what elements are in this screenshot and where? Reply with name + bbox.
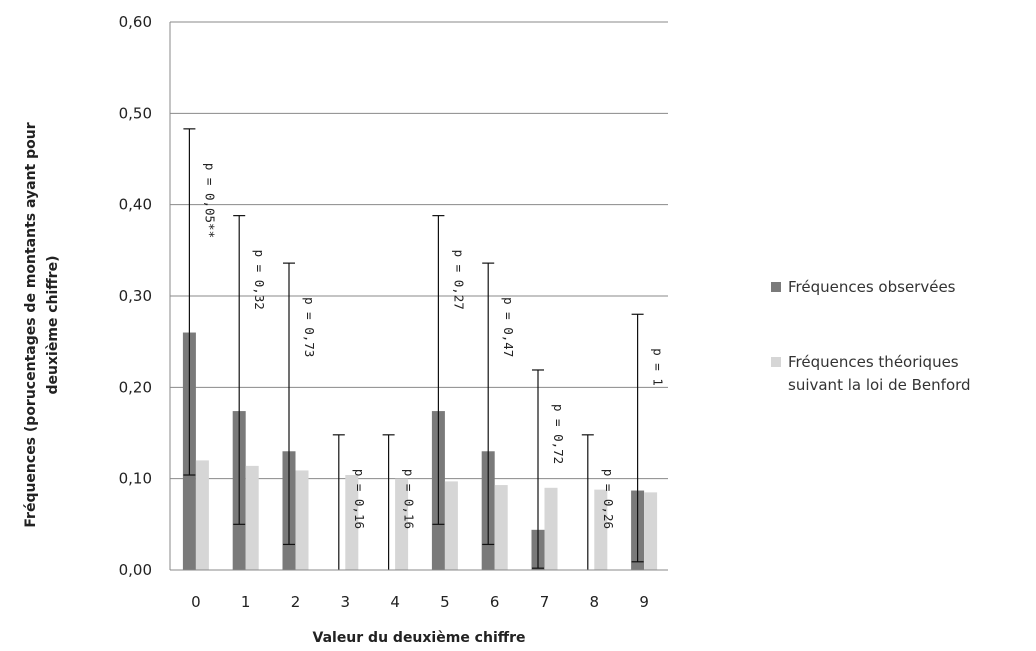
p-value-label-5: p = 0,27 bbox=[451, 250, 466, 310]
y-tick-label: 0,50 bbox=[119, 104, 152, 122]
y-axis-title-line2: deuxième chiffre) bbox=[45, 256, 61, 395]
y-tick-label: 0,30 bbox=[119, 287, 152, 305]
legend-label-theoretical-line2: suivant la loi de Benford bbox=[788, 376, 971, 394]
x-axis-title: Valeur du deuxième chiffre bbox=[313, 630, 526, 646]
p-value-label-3: p = 0,16 bbox=[352, 469, 367, 529]
error-bars bbox=[183, 128, 644, 570]
x-tick-label: 1 bbox=[241, 593, 251, 611]
x-tick-label: 5 bbox=[440, 593, 450, 611]
x-tick-label: 2 bbox=[291, 593, 301, 611]
legend-label-theoretical-line1: Fréquences théoriques bbox=[788, 353, 959, 371]
x-tick-label: 7 bbox=[540, 593, 550, 611]
p-value-label-1: p = 0,32 bbox=[252, 250, 267, 310]
y-tick-label: 0,10 bbox=[119, 470, 152, 488]
bar-theoretical-5 bbox=[444, 481, 458, 570]
bars bbox=[182, 332, 658, 570]
y-axis-title: Fréquences (porucentages de montants aya… bbox=[23, 122, 61, 527]
bar-theoretical-6 bbox=[494, 485, 508, 570]
p-value-label-6: p = 0,47 bbox=[501, 297, 516, 357]
legend-label-observed: Fréquences observées bbox=[788, 278, 956, 296]
legend: Fréquences observées Fréquences théoriqu… bbox=[771, 278, 971, 394]
bar-theoretical-4 bbox=[395, 478, 409, 570]
bar-theoretical-2 bbox=[295, 470, 309, 570]
bar-theoretical-8 bbox=[594, 489, 608, 570]
p-value-label-9: p = 1 bbox=[651, 348, 666, 386]
p-value-label-2: p = 0,73 bbox=[302, 297, 317, 357]
p-value-label-0: p = 0,05** bbox=[202, 163, 217, 238]
y-axis-title-line1: Fréquences (porucentages de montants aya… bbox=[23, 122, 39, 527]
x-tick-label: 0 bbox=[191, 593, 201, 611]
x-tick-label: 8 bbox=[590, 593, 600, 611]
x-tick-label: 6 bbox=[490, 593, 500, 611]
y-tick-label: 0,00 bbox=[119, 561, 152, 579]
bar-theoretical-0 bbox=[195, 460, 209, 570]
y-tick-label: 0,60 bbox=[119, 13, 152, 31]
gridlines bbox=[169, 21, 668, 570]
bar-theoretical-7 bbox=[544, 487, 558, 570]
bar-theoretical-9 bbox=[644, 492, 658, 570]
legend-swatch-theoretical bbox=[771, 357, 781, 367]
p-value-annotations: p = 0,05** p = 0,32 p = 0,73 p = 0,16 p = 0,… bbox=[202, 163, 665, 529]
x-tick-label: 9 bbox=[639, 593, 649, 611]
x-axis-ticks: 0 1 2 3 4 5 6 7 8 9 bbox=[191, 593, 649, 611]
y-tick-label: 0,40 bbox=[119, 196, 152, 214]
legend-swatch-observed bbox=[771, 282, 781, 292]
x-tick-label: 4 bbox=[390, 593, 400, 611]
x-tick-label: 3 bbox=[341, 593, 351, 611]
bar-theoretical-1 bbox=[245, 465, 259, 570]
y-axis-ticks: 0,00 0,10 0,20 0,30 0,40 0,50 0,60 bbox=[119, 13, 152, 579]
bar-theoretical-3 bbox=[345, 475, 359, 570]
p-value-label-7: p = 0,72 bbox=[551, 404, 566, 464]
p-value-label-4: p = 0,16 bbox=[402, 469, 417, 529]
p-value-label-8: p = 0,26 bbox=[601, 469, 616, 529]
y-tick-label: 0,20 bbox=[119, 378, 152, 396]
